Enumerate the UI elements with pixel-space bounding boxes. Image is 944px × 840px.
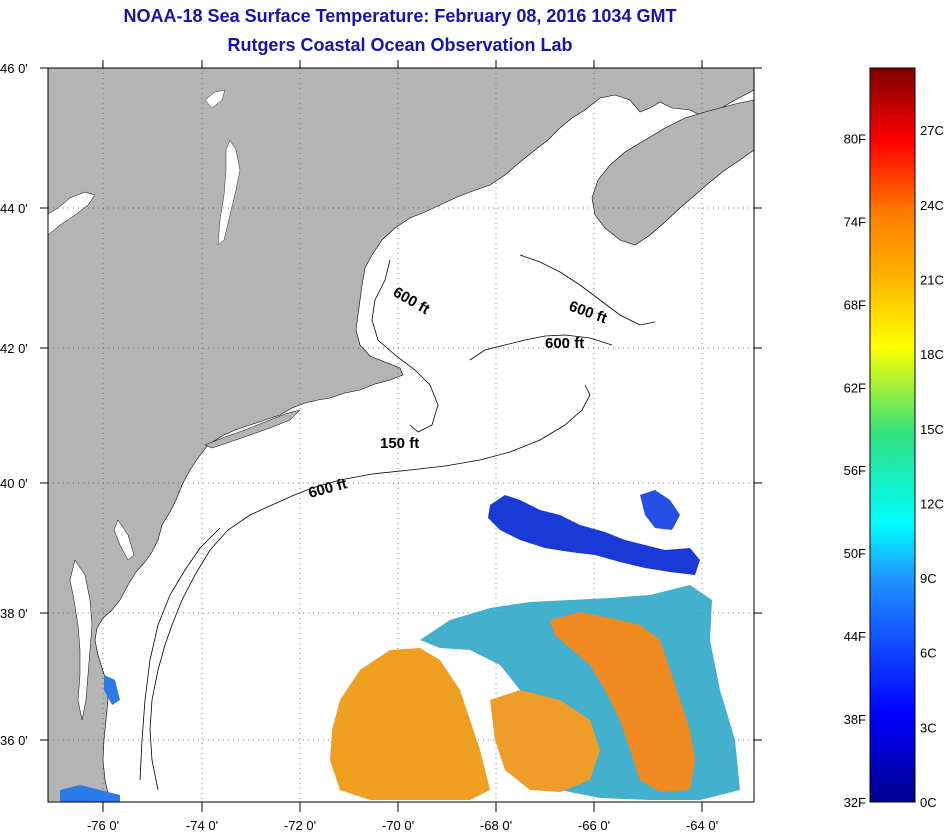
- lat-label-36: 36 0': [0, 733, 28, 748]
- contour-label-600ft-3: 600 ft: [545, 335, 584, 352]
- lon-label-64: -64 0': [686, 818, 718, 833]
- lon-label-72: -72 0': [284, 818, 316, 833]
- colorbar-label-c-18: 18C: [920, 347, 944, 362]
- colorbar-label-f-38: 38F: [844, 712, 866, 727]
- lat-label-38: 38 0': [0, 606, 28, 621]
- colorbar-label-f-62: 62F: [844, 380, 866, 395]
- colorbar-label-c-21: 21C: [920, 272, 944, 287]
- colorbar-label-f-32: 32F: [844, 795, 866, 810]
- sst-coastal-cold-2: [104, 675, 120, 705]
- colorbar-label-c-3: 3C: [920, 720, 937, 735]
- lat-label-46: 46 0': [0, 61, 28, 76]
- land-us-coast: [48, 68, 754, 802]
- colorbar-label-c-12: 12C: [920, 496, 944, 511]
- lat-label-40: 40 0': [0, 476, 28, 491]
- lake-champlain: [217, 139, 241, 246]
- colorbar-label-f-68: 68F: [844, 297, 866, 312]
- colorbar-label-c-15: 15C: [920, 422, 944, 437]
- bathymetry-contours: [139, 254, 656, 791]
- colorbar-labels: 80F 74F 68F 62F 56F 50F 44F 38F 32F 27C 24C 21C 18C 1…: [844, 123, 944, 810]
- colorbar-label-c-6: 6C: [920, 646, 937, 661]
- land-nova-scotia: [591, 99, 754, 246]
- colorbar-label-c-27: 27C: [920, 123, 944, 138]
- chesapeake-bay: [69, 559, 93, 721]
- lake-ontario: [48, 191, 96, 236]
- colorbar-label-f-56: 56F: [844, 463, 866, 478]
- lon-label-70: -70 0': [382, 818, 414, 833]
- sst-cold-patch-north: [488, 495, 700, 575]
- colorbar-label-c-0: 0C: [920, 795, 937, 810]
- colorbar-label-f-50: 50F: [844, 546, 866, 561]
- colorbar: [869, 67, 916, 803]
- colorbar-label-c-9: 9C: [920, 571, 937, 586]
- sst-warm-band: [550, 612, 695, 792]
- sst-coastal-cold: [60, 785, 120, 802]
- axis-ticks: [40, 60, 762, 812]
- delaware-bay: [113, 519, 135, 561]
- colorbar-label-f-80: 80F: [844, 131, 866, 146]
- lon-label-76: -76 0': [87, 818, 119, 833]
- colorbar-label-f-44: 44F: [844, 629, 866, 644]
- lon-label-74: -74 0': [186, 818, 218, 833]
- lat-label-44: 44 0': [0, 201, 28, 216]
- lat-label-42: 42 0': [0, 341, 28, 356]
- map-subtitle: Rutgers Coastal Ocean Observation Lab: [227, 35, 573, 55]
- sst-cold-patch-east: [640, 490, 680, 530]
- sst-data-layer: [60, 490, 740, 802]
- lon-label-68: -68 0': [480, 818, 512, 833]
- long-island: [204, 409, 301, 449]
- map-title: NOAA-18 Sea Surface Temperature: Februar…: [123, 6, 677, 26]
- map-plot-area: 600 ft 600 ft 600 ft 150 ft 600 ft: [48, 68, 754, 802]
- sst-warm-core: [330, 648, 490, 800]
- colorbar-label-c-24: 24C: [920, 198, 944, 213]
- map-frame: [47, 67, 755, 803]
- lon-label-66: -66 0': [578, 818, 610, 833]
- contour-label-150ft: 150 ft: [380, 435, 419, 452]
- lake-small: [204, 89, 226, 109]
- colorbar-label-f-74: 74F: [844, 214, 866, 229]
- sst-warm-patch: [490, 690, 600, 792]
